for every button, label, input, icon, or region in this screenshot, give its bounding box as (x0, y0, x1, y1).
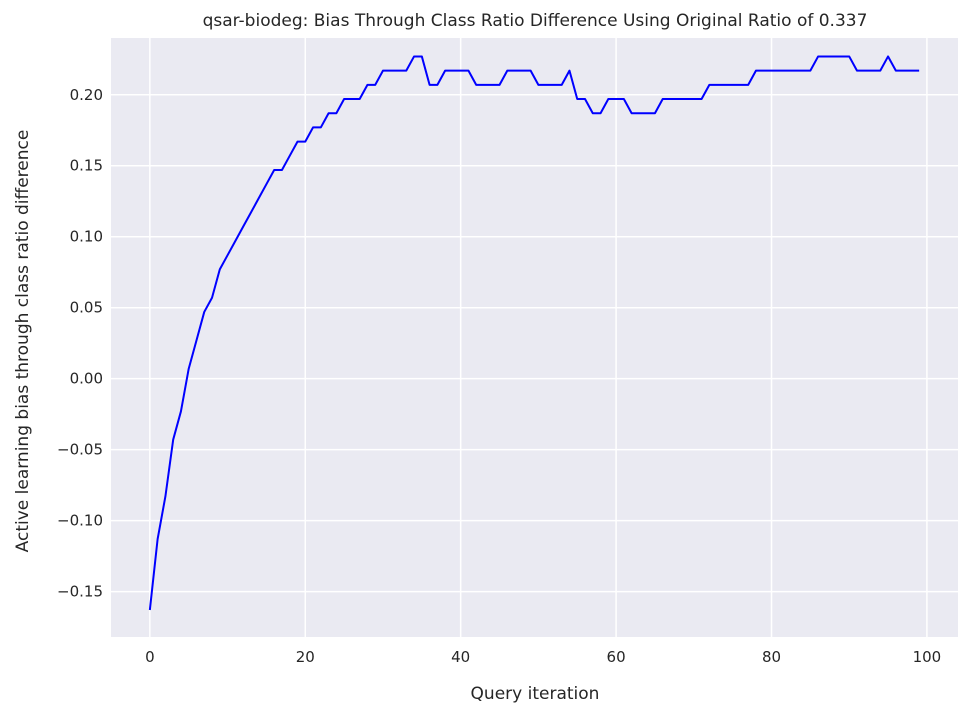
x-tick-label: 80 (762, 648, 781, 666)
x-axis-label: Query iteration (471, 684, 600, 704)
x-gridlines (149, 38, 928, 637)
x-tick-label: 100 (913, 648, 942, 666)
x-tick-label: 60 (607, 648, 626, 666)
x-tick-label: 40 (451, 648, 470, 666)
chart-title: qsar-biodeg: Bias Through Class Ratio Di… (203, 11, 868, 31)
x-tick-label: 0 (145, 648, 155, 666)
y-tick-label: −0.15 (57, 583, 103, 601)
plot-area (111, 38, 958, 637)
y-tick-label: 0.15 (70, 157, 103, 175)
series-line (148, 55, 920, 611)
y-tick-label: 0.10 (70, 228, 103, 246)
x-tick-labels: 0 20 40 60 80 100 (145, 648, 941, 666)
y-axis-label: Active learning bias through class ratio… (13, 130, 33, 553)
y-gridlines (111, 94, 958, 593)
y-tick-label: 0.05 (70, 299, 103, 317)
y-tick-label: −0.10 (57, 512, 103, 530)
x-tick-label: 20 (296, 648, 315, 666)
y-tick-label: −0.05 (57, 441, 103, 459)
y-tick-label: 0.00 (70, 370, 103, 388)
y-tick-labels: −0.15 −0.10 −0.05 0.00 0.05 0.10 0.15 0.20 (57, 86, 103, 601)
y-tick-label: 0.20 (70, 86, 103, 104)
